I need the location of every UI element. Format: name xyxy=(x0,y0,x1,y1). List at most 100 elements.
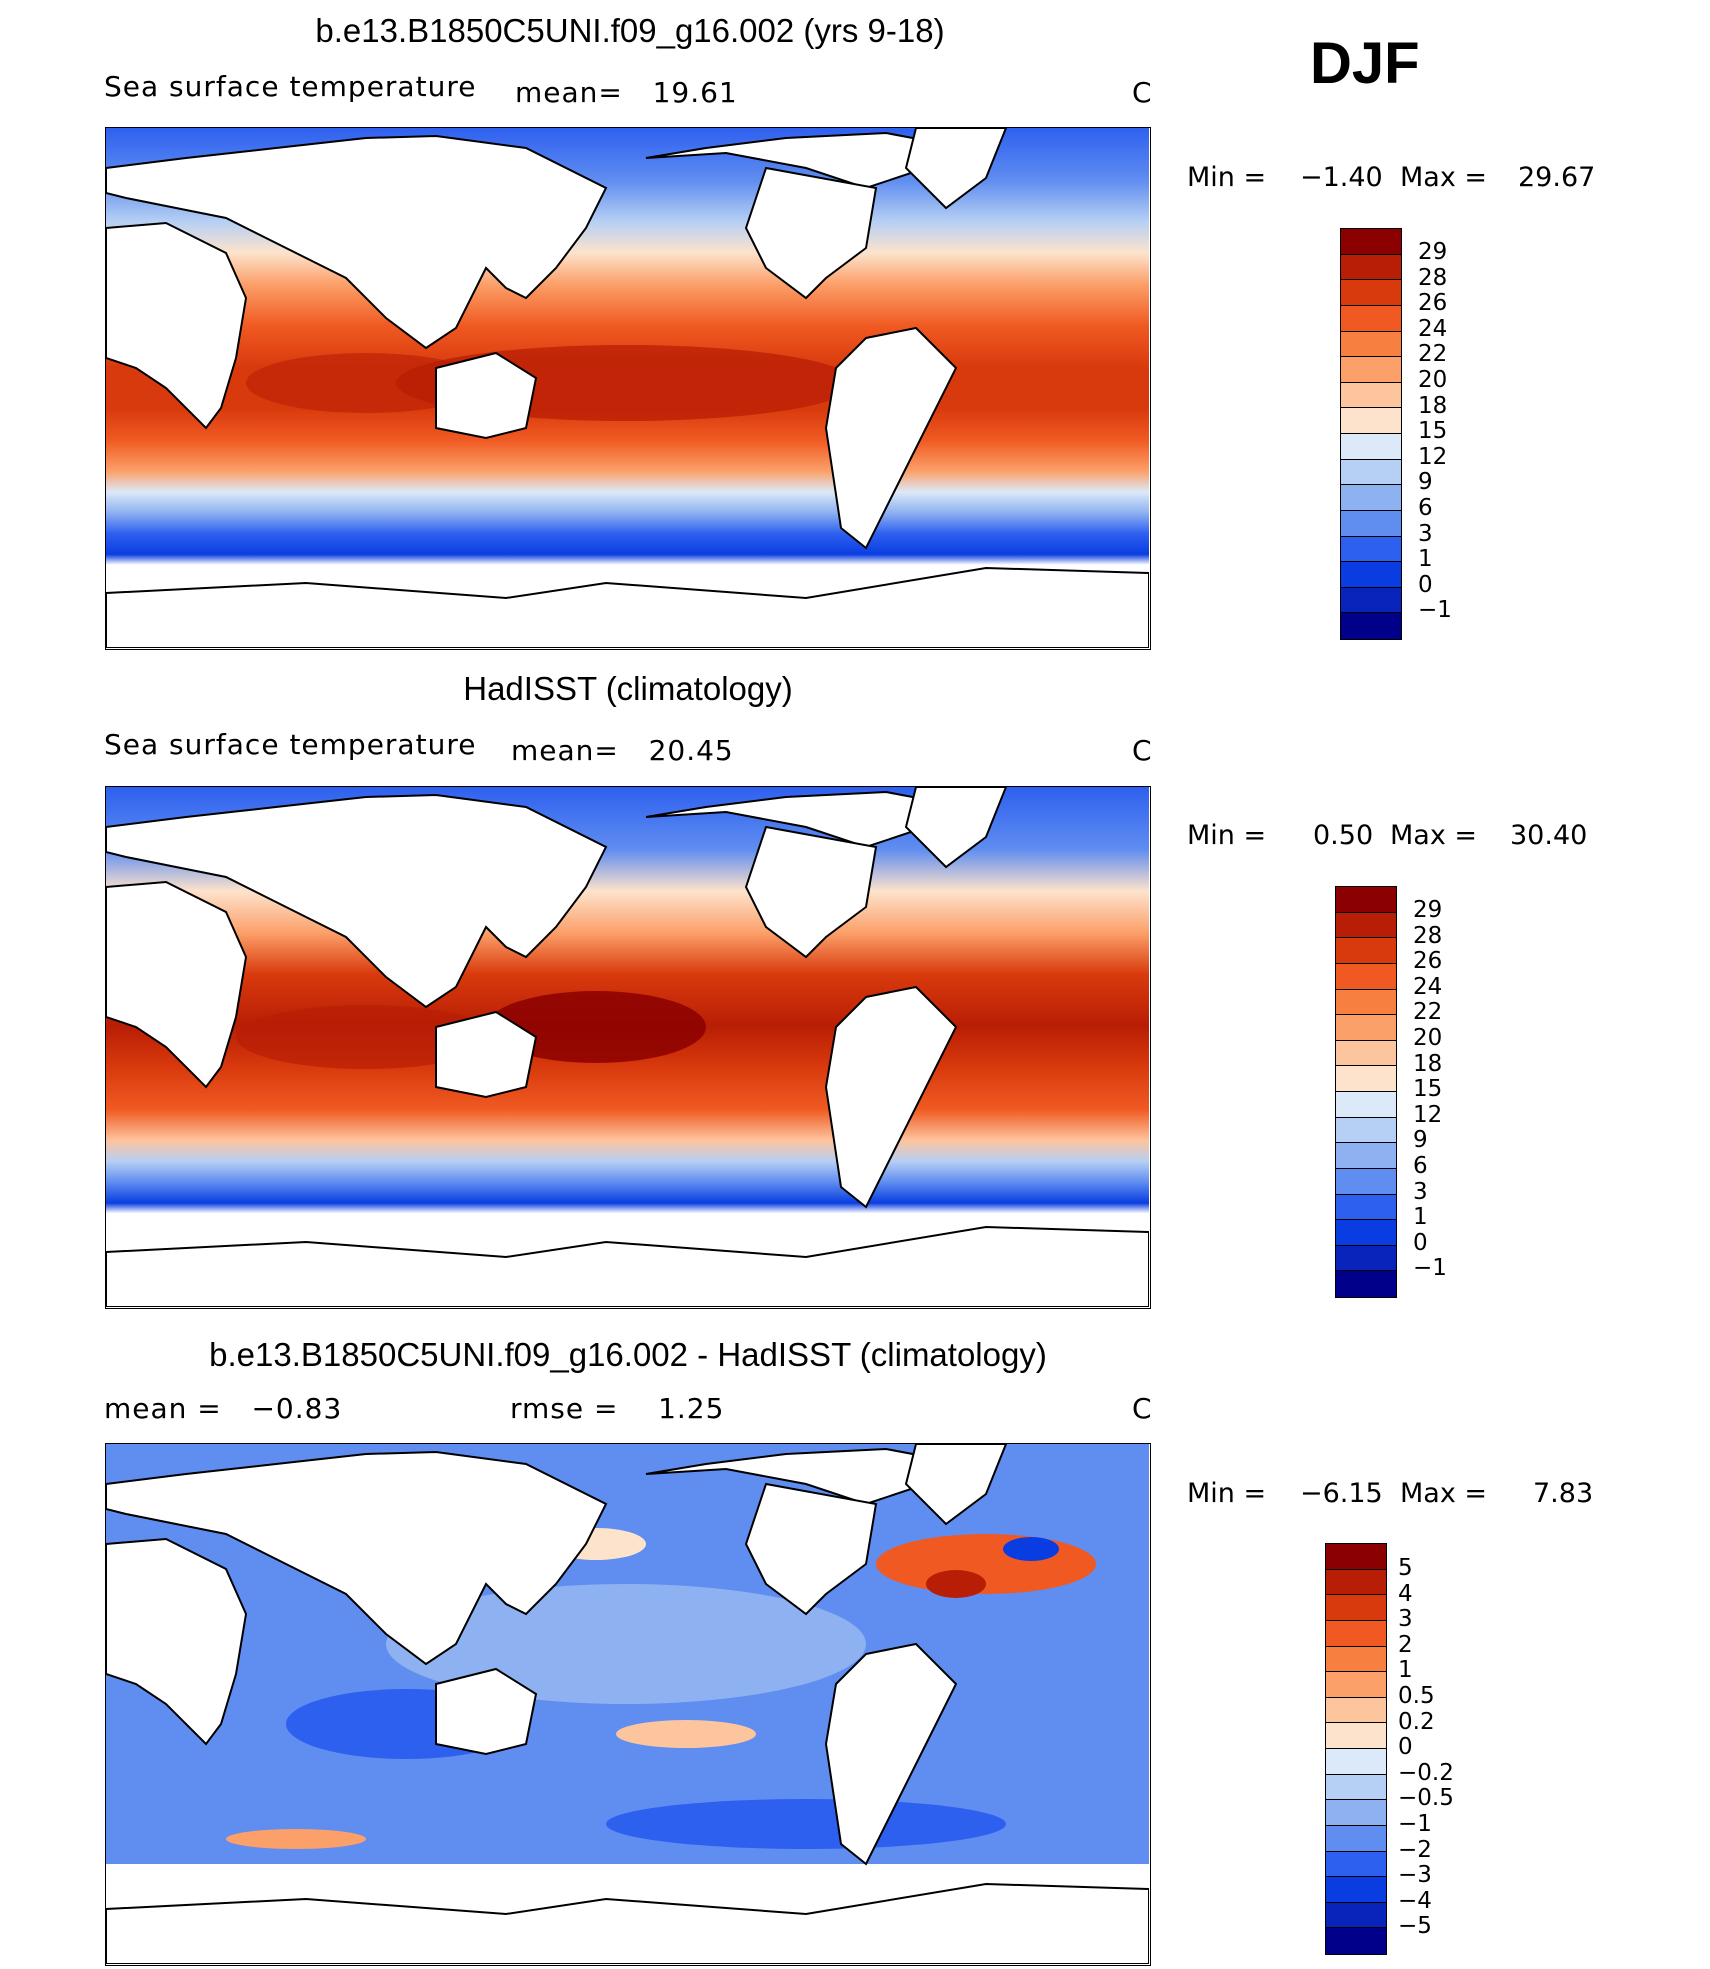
colorbar-tick-label: −2 xyxy=(1398,1836,1432,1863)
colorbar-swatch xyxy=(1341,254,1401,281)
colorbar-swatch xyxy=(1326,1646,1386,1673)
colorbar-swatch xyxy=(1341,613,1401,639)
colorbar-tick-label: −1 xyxy=(1413,1255,1447,1282)
colorbar-tick-label: 20 xyxy=(1413,1024,1443,1051)
colorbar-swatch xyxy=(1326,1620,1386,1647)
colorbar-swatch xyxy=(1336,1040,1396,1067)
colorbar-tick-label: −0.2 xyxy=(1398,1759,1454,1786)
colorbar-swatch xyxy=(1341,536,1401,563)
panel2-max-label: Max = xyxy=(1390,820,1478,851)
colorbar-tick-label: 9 xyxy=(1418,469,1433,496)
colorbar-tick-label: −1 xyxy=(1418,597,1452,624)
colorbar-swatch xyxy=(1336,1117,1396,1144)
colorbar-tick-label: −5 xyxy=(1398,1913,1432,1940)
panel1-map xyxy=(105,127,1151,650)
colorbar-tick-label: 0 xyxy=(1418,571,1433,598)
colorbar-swatch xyxy=(1336,1168,1396,1195)
colorbar-swatch xyxy=(1336,963,1396,990)
colorbar-swatch xyxy=(1341,229,1401,255)
colorbar-tick-label: 5 xyxy=(1398,1555,1413,1581)
panel1-min-value: −1.40 xyxy=(1300,162,1383,193)
panel1-max-value: 29.67 xyxy=(1518,162,1596,193)
colorbar-swatch xyxy=(1341,459,1401,486)
panel2-mean: mean= 20.45 xyxy=(511,734,734,767)
panel1-field-label: Sea surface temperature xyxy=(104,70,477,103)
colorbar-tick-label: 15 xyxy=(1413,1076,1443,1103)
panel1-max-label: Max = xyxy=(1400,162,1488,193)
season-label: DJF xyxy=(1310,31,1420,96)
colorbar-swatch xyxy=(1341,510,1401,537)
panel1-unit: C xyxy=(1132,76,1153,109)
colorbar-swatch xyxy=(1341,562,1401,588)
colorbar-swatch xyxy=(1326,1928,1386,1954)
panel2-unit: C xyxy=(1132,734,1153,767)
colorbar-tick-label: 18 xyxy=(1413,1050,1443,1077)
panel2-colorbar-ticks: 29 28 26 24 22 20 18 15 12 9 6 3 1 0 −1 xyxy=(1413,897,1447,1282)
colorbar-swatch xyxy=(1341,587,1401,614)
panel3-unit: C xyxy=(1132,1392,1153,1425)
colorbar-tick-label: 26 xyxy=(1418,290,1448,317)
colorbar-swatch xyxy=(1336,1220,1396,1246)
colorbar-swatch xyxy=(1336,1194,1396,1221)
colorbar-tick-label: 29 xyxy=(1418,239,1448,265)
colorbar-swatch xyxy=(1336,1066,1396,1092)
colorbar-swatch xyxy=(1341,305,1401,332)
colorbar-tick-label: 1 xyxy=(1398,1657,1413,1684)
panel3-mean: mean = −0.83 xyxy=(104,1392,343,1425)
colorbar-tick-label: −4 xyxy=(1398,1887,1432,1914)
colorbar-tick-label: −3 xyxy=(1398,1862,1432,1889)
colorbar-tick-label: 18 xyxy=(1418,392,1448,419)
sst-model-map xyxy=(106,128,1149,648)
colorbar-tick-label: 0.2 xyxy=(1398,1708,1435,1735)
colorbar-tick-label: −0.5 xyxy=(1398,1785,1454,1812)
panel3-min-value: −6.15 xyxy=(1300,1478,1383,1509)
panel3-max-label: Max = xyxy=(1400,1478,1488,1509)
colorbar-swatch xyxy=(1336,1245,1396,1272)
colorbar-tick-label: 1 xyxy=(1413,1204,1428,1231)
sst-obs-map xyxy=(106,787,1149,1307)
colorbar-tick-label: 15 xyxy=(1418,418,1448,445)
colorbar-tick-label: 22 xyxy=(1418,341,1448,368)
panel3-max-value: 7.83 xyxy=(1533,1478,1594,1509)
colorbar-tick-label: 1 xyxy=(1418,546,1433,573)
panel2-colorbar xyxy=(1335,886,1397,1298)
colorbar-tick-label: 12 xyxy=(1413,1101,1443,1128)
panel3-min-label: Min = xyxy=(1187,1478,1267,1509)
colorbar-swatch xyxy=(1326,1544,1386,1570)
panel1-colorbar-ticks: 29 28 26 24 22 20 18 15 12 9 6 3 1 0 −1 xyxy=(1418,239,1452,624)
sst-difference-map xyxy=(106,1444,1149,1964)
colorbar-tick-label: 20 xyxy=(1418,366,1448,393)
colorbar-tick-label: 3 xyxy=(1398,1606,1413,1633)
colorbar-tick-label: 22 xyxy=(1413,999,1443,1026)
colorbar-tick-label: 29 xyxy=(1413,897,1443,923)
colorbar-swatch xyxy=(1341,408,1401,434)
colorbar-swatch xyxy=(1336,989,1396,1016)
colorbar-tick-label: 9 xyxy=(1413,1127,1428,1154)
colorbar-tick-label: 3 xyxy=(1413,1178,1428,1205)
colorbar-tick-label: 6 xyxy=(1418,494,1433,521)
colorbar-swatch xyxy=(1341,434,1401,460)
colorbar-tick-label: 24 xyxy=(1413,973,1443,1000)
colorbar-swatch xyxy=(1326,1800,1386,1826)
panel2-min-label: Min = xyxy=(1187,820,1267,851)
colorbar-swatch xyxy=(1326,1877,1386,1903)
panel3-title: b.e13.B1850C5UNI.f09_g16.002 - HadISST (… xyxy=(209,1336,1047,1373)
colorbar-swatch xyxy=(1326,1902,1386,1929)
colorbar-swatch xyxy=(1341,357,1401,383)
colorbar-swatch xyxy=(1341,331,1401,358)
colorbar-tick-label: 0.5 xyxy=(1398,1682,1435,1709)
colorbar-swatch xyxy=(1326,1723,1386,1749)
panel2-min-value: 0.50 xyxy=(1313,820,1374,851)
colorbar-swatch xyxy=(1336,887,1396,913)
colorbar-tick-label: 26 xyxy=(1413,948,1443,975)
colorbar-swatch xyxy=(1326,1851,1386,1878)
colorbar-swatch xyxy=(1336,1143,1396,1169)
colorbar-swatch xyxy=(1341,382,1401,409)
colorbar-swatch xyxy=(1326,1697,1386,1724)
colorbar-swatch xyxy=(1326,1749,1386,1775)
colorbar-swatch xyxy=(1326,1774,1386,1801)
panel1-title: b.e13.B1850C5UNI.f09_g16.002 (yrs 9-18) xyxy=(315,12,945,49)
panel2-field-label: Sea surface temperature xyxy=(104,728,477,761)
colorbar-tick-label: −1 xyxy=(1398,1810,1432,1837)
colorbar-tick-label: 24 xyxy=(1418,315,1448,342)
